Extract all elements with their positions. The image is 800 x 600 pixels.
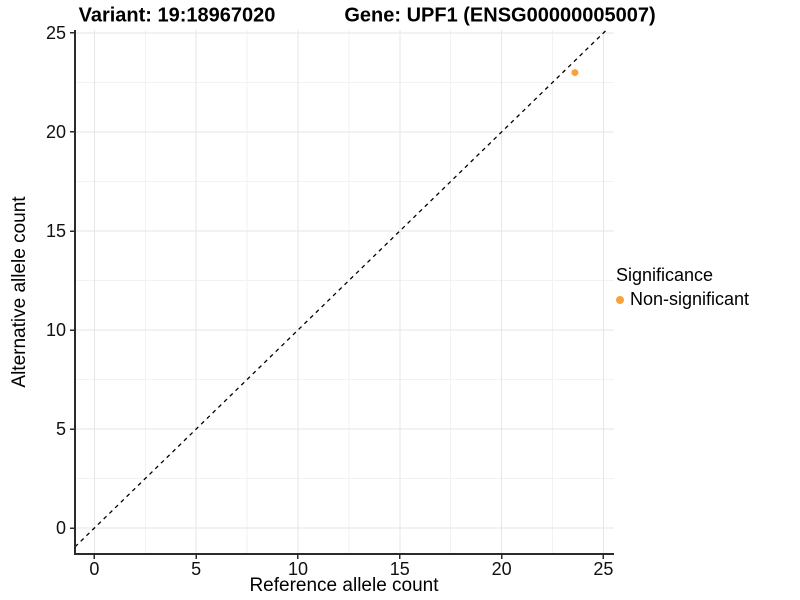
y-tick-label: 25: [46, 23, 66, 43]
legend-title: Significance: [616, 265, 714, 285]
legend-item: Non-significant: [616, 289, 749, 310]
x-axis-label: Reference allele count: [249, 575, 439, 596]
x-tick-label: 15: [390, 559, 410, 579]
y-axis-label: Alternative allele count: [9, 196, 30, 388]
y-tick-label: 20: [46, 122, 66, 142]
x-tick-label: 25: [593, 559, 613, 579]
variant-title: Variant: 19:18967020: [78, 4, 276, 27]
y-tick-label: 0: [56, 518, 66, 538]
y-tick-label: 15: [46, 221, 66, 241]
data-point: [571, 69, 579, 77]
x-tick-label: 5: [191, 559, 201, 579]
gene-title: Gene: UPF1 (ENSG00000005007): [344, 4, 656, 27]
legend-point-icon: [616, 295, 624, 304]
y-tick-label: 5: [56, 419, 66, 439]
x-tick-label: 20: [492, 559, 512, 579]
x-tick-label: 0: [89, 559, 99, 579]
identity-line: [74, 29, 607, 548]
legend-item-label: Non-significant: [630, 289, 750, 309]
x-tick-label: 10: [288, 559, 308, 579]
legend: Significance Non-significant: [616, 265, 749, 310]
y-tick-label: 10: [46, 320, 66, 340]
